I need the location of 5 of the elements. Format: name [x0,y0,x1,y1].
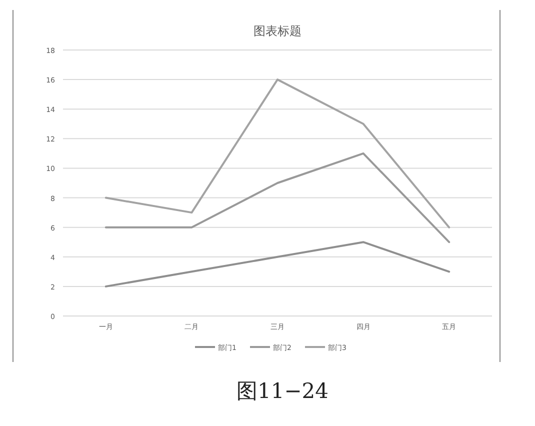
caption: 图11−24 [236,379,329,403]
line-series [104,78,450,228]
line-series [104,241,450,288]
chart-title: 图表标题 [254,24,302,38]
line-series [104,152,450,244]
